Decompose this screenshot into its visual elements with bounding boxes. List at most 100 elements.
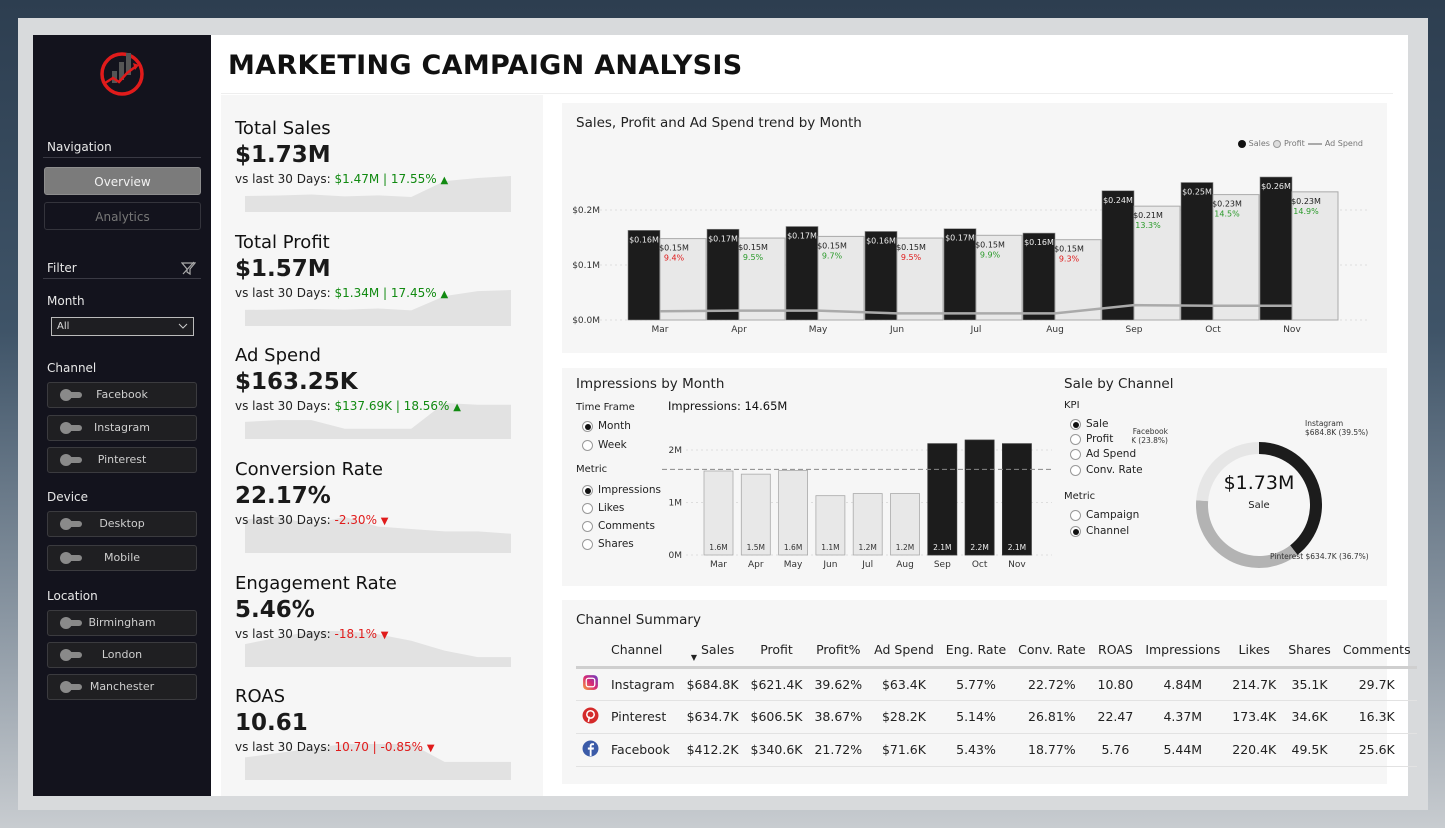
- icon-column-header: [576, 633, 605, 669]
- x-tick-label: Apr: [748, 560, 764, 570]
- profit-bar: [817, 235, 865, 321]
- impressions-bar: [778, 470, 809, 556]
- column-header-label: Sales: [700, 641, 735, 657]
- sparkline-area: [245, 744, 511, 780]
- radio-conv-rate[interactable]: Conv. Rate: [1070, 464, 1143, 476]
- kpi-change: -18.1%: [334, 627, 377, 641]
- clear-filter-icon[interactable]: [181, 261, 196, 276]
- y-tick-label: $0.0M: [572, 316, 600, 326]
- kpi-sparkline: [245, 176, 511, 212]
- kpi-title: Conversion Rate: [235, 459, 383, 480]
- sales-data-label: $0.17M: [787, 232, 817, 241]
- kpi-value: 5.46%: [235, 597, 315, 623]
- impressions-title: Impressions by Month: [576, 376, 725, 392]
- radio-likes[interactable]: Likes: [582, 502, 624, 514]
- channel-toggle-facebook[interactable]: Facebook: [47, 382, 197, 408]
- table-cell: 214.7K: [1226, 667, 1283, 701]
- radio-impressions[interactable]: Impressions: [582, 484, 661, 496]
- column-header-ad-spend[interactable]: Ad Spend: [868, 633, 940, 669]
- toggle-switch-icon: [60, 649, 82, 661]
- profit-bar: [1054, 239, 1102, 321]
- impressions-bar: [1001, 443, 1032, 556]
- table-cell: Facebook: [605, 733, 681, 767]
- navigation-label: Navigation: [47, 140, 112, 154]
- channel-toggle-pinterest[interactable]: Pinterest: [47, 447, 197, 473]
- bar-data-label: 1.2M: [858, 543, 876, 552]
- x-tick-label: Mar: [710, 560, 727, 570]
- radio-channel[interactable]: Channel: [1070, 525, 1129, 537]
- column-header-eng-rate[interactable]: Eng. Rate: [939, 633, 1013, 669]
- profit-data-label: $0.15M: [896, 243, 926, 252]
- location-toggle-london[interactable]: London: [47, 642, 197, 668]
- kpi-value: $163.25K: [235, 369, 358, 395]
- profit-data-label: $0.23M: [1291, 197, 1321, 206]
- sales-bar: [864, 231, 898, 321]
- profit-data-label: $0.15M: [975, 240, 1005, 249]
- column-header-channel[interactable]: Channel: [605, 633, 681, 669]
- impressions-bar: [927, 443, 958, 556]
- pinterest-icon: [582, 707, 599, 723]
- radio-campaign[interactable]: Campaign: [1070, 509, 1139, 521]
- impressions-chart: 0M 1M 2M 1.6M Mar 1.5M Apr 1.6M May 1.1M Jun 1.2M Ju…: [662, 439, 1052, 570]
- table-cell: 26.81%: [1012, 700, 1092, 734]
- kpi-comparison: vs last 30 Days: $1.47M | 17.55% ▲: [235, 172, 535, 186]
- column-header-comments[interactable]: Comments: [1336, 633, 1417, 669]
- y-tick-label: 2M: [669, 446, 683, 456]
- kpi-comparison: vs last 30 Days: 10.70 | -0.85% ▼: [235, 740, 535, 754]
- donut-center-value: $1.73M: [1223, 472, 1295, 494]
- bar-data-label: 1.6M: [784, 543, 802, 552]
- table-row[interactable]: Instagram $684.8K $621.4K 39.62% $63.4K 5.77%…: [576, 667, 1417, 701]
- table-cell: 173.4K: [1226, 700, 1283, 734]
- channel-toggle-instagram[interactable]: Instagram: [47, 415, 197, 441]
- radio-sale[interactable]: Sale: [1070, 418, 1108, 430]
- column-header-likes[interactable]: Likes: [1226, 633, 1283, 669]
- kpi-card: Ad Spend $163.25K vs last 30 Days: $137.…: [235, 345, 535, 439]
- device-toggle-desktop[interactable]: Desktop: [47, 511, 197, 537]
- x-tick-label: Jun: [822, 560, 837, 570]
- sales-bar: [1101, 190, 1135, 321]
- radio-shares[interactable]: Shares: [582, 538, 634, 550]
- profit-data-label: $0.15M: [1054, 245, 1084, 254]
- month-dropdown[interactable]: All: [51, 317, 194, 336]
- column-header-profit-[interactable]: Profit%: [808, 633, 869, 669]
- sales-bar: [1259, 176, 1293, 321]
- sales-data-label: $0.16M: [1024, 238, 1054, 247]
- column-header-roas[interactable]: ROAS: [1091, 633, 1140, 669]
- table-row[interactable]: Facebook $412.2K $340.6K 21.72% $71.6K 5.43% 1…: [576, 733, 1417, 767]
- table-row[interactable]: Pinterest $634.7K $606.5K 38.67% $28.2K 5.14%…: [576, 700, 1417, 734]
- column-header-sales[interactable]: ▼ Sales: [680, 633, 745, 669]
- x-tick-label: Aug: [896, 560, 914, 570]
- x-tick-label: Jun: [889, 325, 904, 335]
- donut-data-label: Instagram $684.8K (39.5%): [1305, 419, 1368, 437]
- location-toggle-birmingham[interactable]: Birmingham: [47, 610, 197, 636]
- column-header-conv-rate[interactable]: Conv. Rate: [1012, 633, 1092, 669]
- radio-profit[interactable]: Profit: [1070, 433, 1113, 445]
- toggle-switch-icon: [60, 518, 82, 530]
- nav-overview-button[interactable]: Overview: [44, 167, 201, 195]
- impressions-bar: [890, 493, 920, 556]
- nav-analytics-button[interactable]: Analytics: [44, 202, 201, 230]
- channel-summary-panel: Channel Summary Channel ▼ Sales Profit Prof…: [562, 600, 1417, 784]
- kpi-label: KPI: [1064, 400, 1080, 411]
- radio-week[interactable]: Week: [582, 439, 627, 451]
- sale-by-channel-donut: Instagram $684.8K (39.5%) Pinterest $634.7…: [1132, 419, 1369, 568]
- impressions-bar: [815, 495, 846, 556]
- trend-chart-title: Sales, Profit and Ad Spend trend by Mont…: [576, 115, 862, 131]
- toggle-label: London: [101, 648, 143, 661]
- column-header-profit[interactable]: Profit: [744, 633, 809, 669]
- device-toggle-mobile[interactable]: Mobile: [47, 545, 197, 571]
- location-toggle-manchester[interactable]: Manchester: [47, 674, 197, 700]
- column-header-impressions[interactable]: Impressions: [1139, 633, 1227, 669]
- sort-desc-icon: ▼: [690, 652, 697, 662]
- radio-ad-spend[interactable]: Ad Spend: [1070, 448, 1136, 460]
- profit-pct-label: 9.3%: [1059, 255, 1080, 264]
- kpi-comparison-label: vs last 30 Days:: [235, 513, 335, 527]
- radio-comments[interactable]: Comments: [582, 520, 655, 532]
- column-header-shares[interactable]: Shares: [1282, 633, 1337, 669]
- kpi-title: Ad Spend: [235, 345, 321, 366]
- y-tick-label: 0M: [669, 551, 683, 561]
- bar-data-label: 1.1M: [821, 543, 839, 552]
- x-tick-label: Sep: [1126, 325, 1143, 335]
- sales-data-label: $0.16M: [629, 235, 659, 244]
- radio-month[interactable]: Month: [582, 420, 631, 432]
